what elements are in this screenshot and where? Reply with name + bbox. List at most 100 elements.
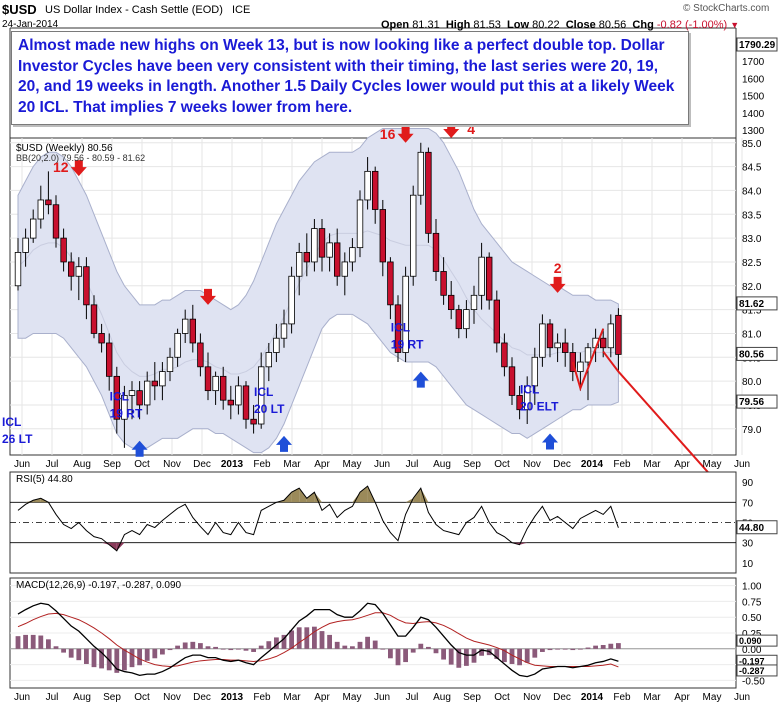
candle-body bbox=[371, 170, 379, 210]
bb-legend: BB(20,2.0) 79.56 - 80.59 - 81.62 bbox=[16, 153, 145, 163]
candle-body bbox=[280, 323, 288, 339]
rsi-overbought-fill bbox=[314, 492, 322, 503]
open-value: 81.31 bbox=[412, 19, 440, 31]
x-axis-label: Oct bbox=[134, 459, 150, 470]
x-axis-label-bottom: Apr bbox=[674, 692, 690, 703]
x-axis-label: May bbox=[703, 459, 722, 470]
candle-body bbox=[143, 380, 151, 406]
x-axis-label-bottom: Dec bbox=[553, 692, 571, 703]
candle-body bbox=[29, 218, 37, 239]
macd-histogram-bar bbox=[68, 648, 74, 658]
macd-histogram-bar bbox=[418, 643, 424, 649]
macd-histogram-bar bbox=[160, 648, 165, 655]
price-legend: $USD (Weekly) 80.56 bbox=[16, 143, 113, 154]
volume-scale-label: 1400 bbox=[742, 109, 765, 120]
candle bbox=[235, 376, 242, 415]
price-tick-label: 84.5 bbox=[742, 163, 762, 174]
macd-histogram-bar bbox=[456, 648, 462, 668]
x-axis-label-bottom: Nov bbox=[523, 692, 541, 703]
candle-body bbox=[197, 342, 204, 368]
right-tag-value: 1790.29 bbox=[739, 40, 776, 51]
cycle-count-label: 4 bbox=[467, 121, 475, 137]
candle-body bbox=[159, 371, 166, 387]
candle-body bbox=[288, 275, 295, 325]
x-axis-label-bottom: Jun bbox=[374, 692, 390, 703]
candle bbox=[531, 347, 538, 405]
candle bbox=[68, 252, 75, 291]
candle bbox=[181, 309, 189, 343]
macd-histogram-bar bbox=[251, 648, 256, 652]
candle bbox=[288, 266, 295, 334]
candle-body bbox=[14, 252, 22, 287]
candle-body bbox=[417, 151, 424, 196]
candle-body bbox=[524, 385, 531, 411]
candle bbox=[341, 252, 348, 296]
x-axis-label: Dec bbox=[193, 459, 211, 470]
candle bbox=[516, 385, 523, 420]
volume-scale-label: 1300 bbox=[742, 126, 765, 137]
candle bbox=[136, 381, 143, 420]
candle-body bbox=[432, 232, 440, 272]
high-label: High bbox=[445, 19, 471, 31]
x-axis-label-bottom: Jun bbox=[734, 692, 750, 703]
macd-histogram-bar bbox=[198, 643, 203, 649]
macd-tag-value: 0.090 bbox=[739, 636, 762, 646]
candle-body bbox=[493, 299, 500, 344]
macd-panel: -0.50-0.250.000.250.500.751.00MACD(12,26… bbox=[9, 577, 778, 703]
x-axis-label: Nov bbox=[523, 459, 541, 470]
candle-body bbox=[455, 309, 462, 330]
candle-body bbox=[303, 252, 310, 263]
macd-histogram-bar bbox=[99, 648, 104, 669]
icl-arrow bbox=[542, 433, 558, 450]
candle bbox=[356, 190, 364, 258]
candle-body bbox=[584, 347, 592, 363]
x-axis-label-bottom: Apr bbox=[314, 692, 330, 703]
candle-body bbox=[181, 318, 189, 334]
candle bbox=[524, 376, 531, 425]
macd-histogram-bar bbox=[494, 648, 500, 659]
macd-histogram-bar bbox=[144, 648, 150, 661]
macd-tag-value: -0.197 bbox=[739, 656, 765, 666]
macd-tick-label: 0.75 bbox=[742, 597, 762, 608]
rsi-overbought-fill bbox=[413, 488, 421, 503]
macd-histogram-bar bbox=[129, 648, 135, 668]
candle-body bbox=[379, 209, 386, 263]
candle-body bbox=[577, 361, 584, 372]
macd-histogram-bar bbox=[152, 648, 158, 659]
chg-label: Chg bbox=[632, 19, 654, 31]
candle bbox=[326, 233, 333, 272]
candle-body bbox=[478, 256, 485, 296]
candle-body bbox=[90, 304, 98, 334]
macd-histogram-bar bbox=[243, 648, 249, 651]
x-axis-label: May bbox=[343, 459, 362, 470]
x-axis-label: 2014 bbox=[581, 459, 604, 470]
x-axis-label-bottom: Feb bbox=[253, 692, 271, 703]
x-axis-label: Nov bbox=[163, 459, 181, 470]
x-axis-label-bottom: Jun bbox=[14, 692, 30, 703]
rsi-oversold-fill bbox=[116, 542, 125, 551]
macd-histogram-bar bbox=[84, 648, 89, 664]
candle bbox=[493, 290, 500, 353]
close-value: 80.56 bbox=[598, 19, 627, 31]
candle-body bbox=[212, 375, 219, 392]
cycle-count-arrow bbox=[397, 126, 414, 143]
macd-histogram-bar bbox=[220, 648, 226, 650]
candle bbox=[166, 347, 174, 382]
candle bbox=[45, 171, 52, 215]
candle-body bbox=[113, 375, 120, 420]
candle bbox=[455, 304, 462, 339]
candle-body bbox=[333, 242, 341, 277]
macd-histogram-bar bbox=[258, 645, 264, 649]
macd-histogram-bar bbox=[479, 648, 484, 656]
macd-line bbox=[17, 602, 619, 678]
candle bbox=[174, 328, 181, 367]
rsi-tick-label: 30 bbox=[742, 539, 754, 550]
volume-scale-label: 1700 bbox=[742, 57, 765, 68]
candle-body bbox=[440, 271, 447, 296]
macd-histogram-bar bbox=[46, 639, 51, 649]
macd-histogram-bar bbox=[190, 641, 196, 649]
macd-histogram-bar bbox=[30, 634, 36, 649]
candle bbox=[432, 219, 440, 282]
macd-histogram-bar bbox=[547, 648, 553, 651]
rsi-overbought-fill bbox=[299, 488, 307, 503]
